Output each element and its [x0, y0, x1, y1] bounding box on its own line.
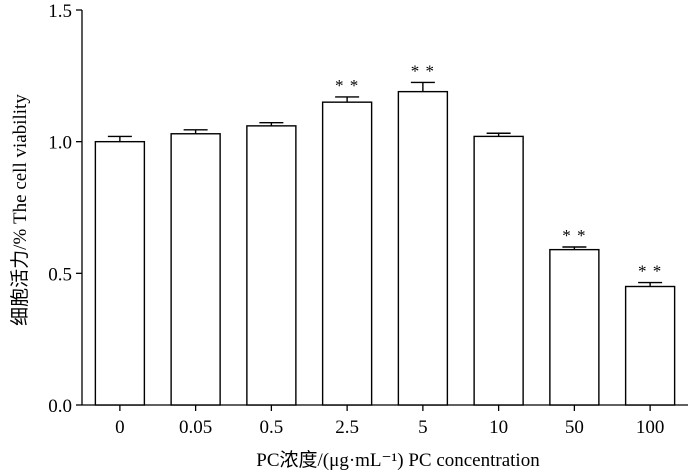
x-tick-label: 2.5	[335, 417, 359, 438]
x-tick-label: 0.5	[260, 417, 284, 438]
bar	[549, 248, 600, 406]
bar	[624, 285, 676, 406]
significance-label: * *	[562, 226, 586, 245]
labels: 0.0 0.5 1.0 1.5 0 0.05 0.5 2.5 * * 5 * * 10 50 * * 100…	[48, 1, 664, 438]
significance-label: * *	[335, 76, 359, 95]
x-tick-label: 5	[418, 417, 428, 438]
y-tick-label: 0.5	[48, 264, 72, 285]
bar	[397, 90, 449, 406]
bar	[94, 140, 146, 406]
y-axis-title: 细胞活力/% The cell viability	[9, 94, 31, 326]
y-tick-label: 0.0	[48, 396, 72, 417]
x-tick-label: 0	[115, 417, 125, 438]
bar	[473, 135, 524, 406]
bar	[170, 133, 221, 406]
x-axis-title: PC浓度/(μg·mL⁻¹) PC concentration	[256, 449, 540, 471]
x-tick-label: 10	[489, 417, 508, 438]
bar	[246, 125, 297, 406]
x-tick-label: 100	[636, 417, 665, 438]
bar	[321, 101, 373, 406]
x-tick-label: 0.05	[179, 417, 212, 438]
y-tick-label: 1.0	[48, 133, 72, 154]
x-tick-label: 50	[565, 417, 584, 438]
significance-label: * *	[638, 262, 662, 281]
significance-label: * *	[411, 61, 435, 80]
bars	[94, 81, 676, 406]
y-tick-label: 1.5	[48, 1, 72, 22]
